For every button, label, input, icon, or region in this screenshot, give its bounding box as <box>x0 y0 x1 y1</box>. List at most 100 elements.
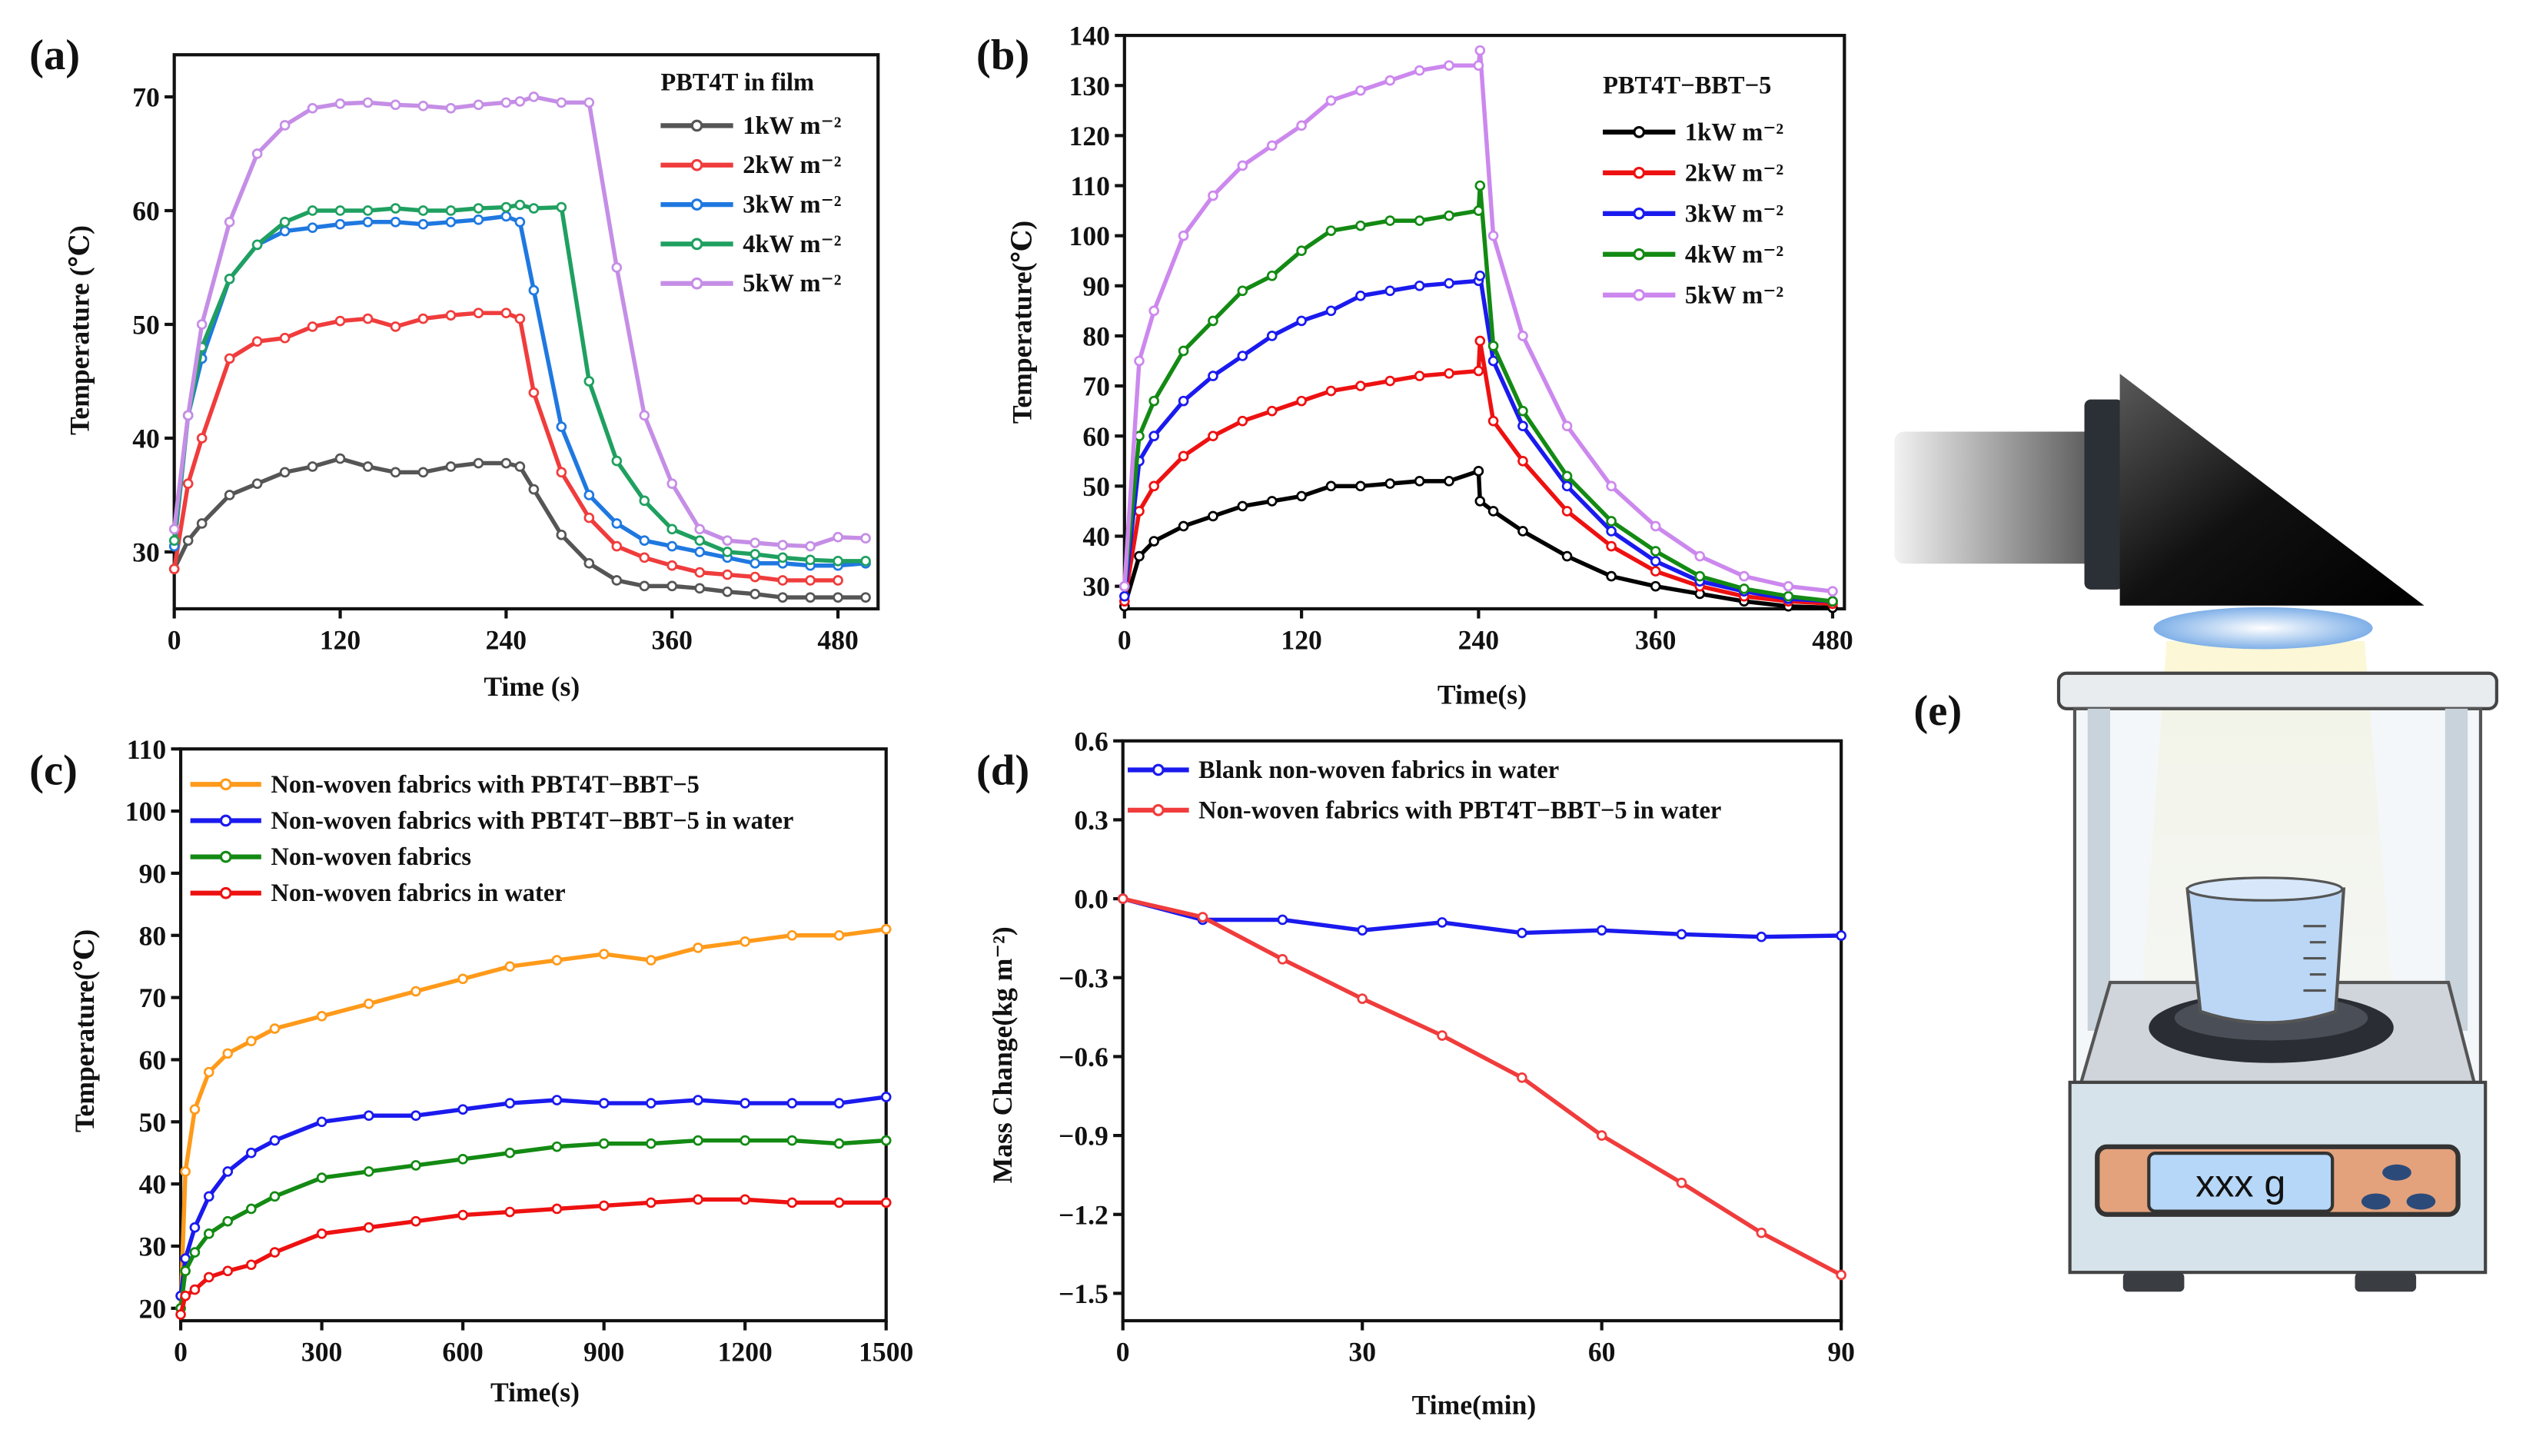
series-2: Non-woven fabrics <box>175 843 892 1314</box>
data-point <box>1517 331 1528 341</box>
x-tick-label: 60 <box>1588 1336 1616 1367</box>
data-point <box>362 216 374 228</box>
data-point <box>445 205 457 216</box>
data-point <box>1414 215 1425 226</box>
data-point <box>611 540 623 552</box>
y-tick-label: 60 <box>139 1045 167 1075</box>
balance-lid <box>2056 671 2498 710</box>
data-point <box>1355 85 1366 96</box>
data-point <box>417 218 429 230</box>
beaker <box>2185 887 2346 1025</box>
data-point <box>860 533 871 544</box>
y-tick-label: 80 <box>1082 321 1110 352</box>
series-1: Non-woven fabrics with PBT4T−BBT−5 in wa… <box>1117 796 1846 1281</box>
data-point <box>246 1147 257 1158</box>
data-point <box>1474 270 1486 281</box>
data-point <box>598 1138 610 1149</box>
data-point <box>1414 280 1425 291</box>
data-point <box>410 1215 421 1227</box>
series-line <box>178 926 887 1308</box>
series-0: 1kW m⁻² <box>168 112 871 603</box>
legend-label: 1kW m⁻² <box>1685 118 1783 146</box>
data-point <box>880 923 892 935</box>
data-point <box>182 478 194 489</box>
y-tick-label: 110 <box>127 734 166 765</box>
data-point <box>279 467 291 478</box>
legend-marker <box>690 119 703 132</box>
data-point <box>1134 550 1145 562</box>
lamp-head <box>2119 374 2425 606</box>
data-point <box>473 99 484 111</box>
series-line <box>178 1197 886 1315</box>
data-point <box>514 199 526 211</box>
y-tick-label: 30 <box>1082 571 1110 602</box>
data-point <box>1676 1177 1687 1188</box>
button-icon[interactable] <box>2406 1193 2436 1210</box>
data-point <box>1296 315 1307 327</box>
data-point <box>390 467 401 478</box>
lamp-body <box>1894 431 2095 564</box>
data-point <box>833 929 845 941</box>
data-point <box>1473 466 1484 477</box>
data-point <box>786 1197 798 1208</box>
data-point <box>363 1166 374 1177</box>
data-point <box>528 484 540 495</box>
data-point <box>556 97 567 108</box>
data-point <box>583 512 595 524</box>
data-point <box>666 524 678 535</box>
data-point <box>514 96 526 107</box>
legend-marker <box>219 814 232 827</box>
data-point <box>500 211 512 222</box>
data-point <box>551 1203 563 1215</box>
data-point <box>504 1147 516 1158</box>
data-point <box>646 1098 656 1109</box>
data-point <box>740 1194 751 1205</box>
x-tick-label: 600 <box>442 1336 483 1367</box>
x-tick-label: 0 <box>168 624 181 655</box>
legend-title: PBT4T in film <box>660 68 814 96</box>
x-axis-label: Time(min) <box>1412 1390 1537 1421</box>
data-point <box>410 1160 421 1171</box>
data-point <box>722 569 733 580</box>
data-point <box>246 1203 257 1215</box>
button-icon[interactable] <box>2382 1164 2411 1181</box>
data-point <box>504 961 516 972</box>
data-point <box>805 554 816 566</box>
data-point <box>457 1209 468 1221</box>
x-tick-label: 300 <box>301 1336 342 1367</box>
data-point <box>1650 556 1661 567</box>
data-point <box>1178 520 1189 532</box>
data-point <box>362 97 374 108</box>
data-point <box>1355 480 1366 492</box>
y-tick-label: −1.5 <box>1059 1278 1108 1309</box>
x-tick-label: 120 <box>1281 624 1321 655</box>
legend-marker <box>1633 248 1646 261</box>
data-point <box>445 310 457 321</box>
data-point <box>1384 375 1396 387</box>
data-point <box>1487 230 1499 241</box>
data-point <box>1384 478 1396 489</box>
data-point <box>1208 315 1218 327</box>
data-point <box>1296 245 1307 257</box>
plot-frame <box>178 747 888 1323</box>
data-point <box>1134 355 1145 367</box>
x-tick-label: 240 <box>1458 624 1499 655</box>
x-tick-label: 120 <box>320 624 361 655</box>
light-disc <box>2153 607 2373 650</box>
plot-frame <box>172 53 880 611</box>
button-icon[interactable] <box>2361 1193 2391 1210</box>
x-tick-label: 240 <box>486 624 527 655</box>
data-point <box>749 537 760 548</box>
data-point <box>246 1259 257 1271</box>
legend-label: 2kW m⁻² <box>1685 159 1783 187</box>
data-point <box>611 518 623 529</box>
data-point <box>1384 215 1396 226</box>
y-tick-label: 50 <box>1082 471 1110 502</box>
series-line <box>171 95 866 549</box>
data-point <box>646 955 656 966</box>
data-point <box>722 586 733 597</box>
series-line <box>1122 183 1833 603</box>
legend-label: Non-woven fabrics with PBT4T−BBT−5 in wa… <box>1198 796 1721 824</box>
y-axis-label: Temperature (℃) <box>65 225 95 435</box>
y-tick-label: 90 <box>1082 271 1110 301</box>
